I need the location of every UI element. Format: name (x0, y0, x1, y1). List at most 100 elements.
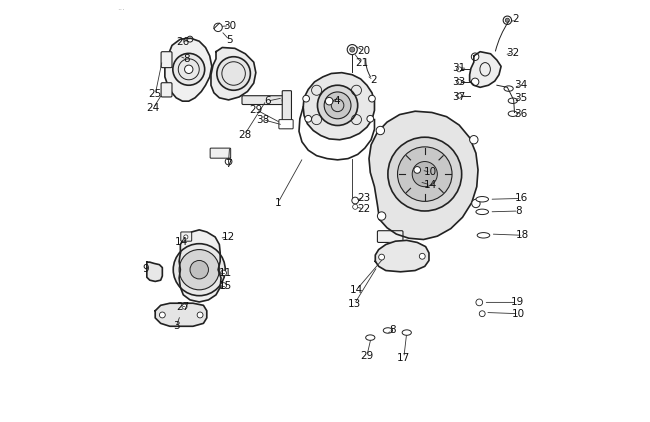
FancyBboxPatch shape (210, 148, 231, 158)
Text: 13: 13 (348, 299, 361, 309)
Text: 9: 9 (142, 264, 149, 274)
Circle shape (185, 65, 193, 73)
Circle shape (347, 45, 358, 54)
Circle shape (505, 18, 510, 22)
Text: 30: 30 (223, 21, 236, 31)
FancyBboxPatch shape (279, 119, 293, 129)
Text: 23: 23 (357, 192, 370, 203)
Polygon shape (470, 52, 501, 87)
Text: 2: 2 (370, 75, 376, 85)
Text: 14: 14 (350, 285, 363, 295)
Ellipse shape (508, 98, 517, 103)
FancyBboxPatch shape (181, 232, 192, 241)
Text: 15: 15 (218, 281, 232, 292)
Circle shape (174, 243, 226, 296)
Text: 11: 11 (218, 268, 232, 278)
Text: 20: 20 (357, 46, 370, 56)
Circle shape (471, 78, 479, 86)
Text: 38: 38 (256, 115, 270, 124)
Text: ...: ... (118, 3, 125, 13)
Ellipse shape (477, 233, 489, 238)
Text: 14: 14 (175, 237, 188, 247)
Circle shape (470, 135, 478, 144)
Circle shape (353, 204, 358, 209)
Polygon shape (179, 230, 221, 302)
Ellipse shape (384, 328, 393, 333)
Circle shape (326, 97, 333, 105)
Circle shape (472, 199, 480, 208)
Circle shape (214, 23, 222, 32)
Text: 25: 25 (149, 89, 162, 100)
Text: 3: 3 (173, 321, 179, 331)
Circle shape (378, 212, 386, 220)
Text: 31: 31 (452, 62, 465, 73)
Text: 37: 37 (452, 92, 465, 102)
Text: 2: 2 (512, 14, 519, 24)
Text: 8: 8 (183, 54, 190, 64)
Circle shape (303, 95, 309, 102)
Circle shape (305, 116, 311, 122)
Text: 8: 8 (389, 325, 395, 335)
Circle shape (179, 249, 219, 290)
Text: 26: 26 (177, 38, 190, 47)
Circle shape (182, 304, 187, 309)
FancyBboxPatch shape (161, 83, 172, 97)
Circle shape (367, 116, 374, 122)
Ellipse shape (504, 86, 514, 91)
Circle shape (173, 53, 205, 85)
Text: 19: 19 (510, 298, 524, 307)
Text: 34: 34 (515, 80, 528, 90)
Text: 29: 29 (360, 351, 374, 361)
FancyBboxPatch shape (161, 52, 172, 68)
Circle shape (190, 260, 209, 279)
Circle shape (476, 299, 483, 306)
Polygon shape (155, 303, 207, 326)
Polygon shape (303, 73, 374, 140)
Circle shape (184, 235, 188, 239)
Ellipse shape (508, 111, 517, 116)
Text: 21: 21 (356, 58, 369, 68)
Circle shape (388, 137, 462, 211)
Circle shape (412, 162, 437, 187)
Text: 8: 8 (515, 206, 522, 216)
Circle shape (226, 158, 232, 165)
Text: 10: 10 (424, 168, 437, 177)
Polygon shape (165, 38, 212, 101)
Circle shape (220, 283, 226, 289)
Circle shape (479, 311, 485, 316)
Text: 12: 12 (222, 232, 235, 242)
Circle shape (369, 95, 375, 102)
Text: 6: 6 (264, 96, 270, 106)
FancyBboxPatch shape (282, 91, 291, 128)
Circle shape (503, 16, 512, 24)
Text: 17: 17 (397, 353, 410, 363)
Circle shape (379, 254, 385, 260)
Text: 10: 10 (512, 309, 525, 319)
Circle shape (197, 312, 203, 318)
FancyBboxPatch shape (242, 96, 287, 105)
Ellipse shape (476, 197, 489, 202)
Polygon shape (147, 262, 162, 281)
Text: 22: 22 (357, 204, 370, 214)
Circle shape (419, 253, 425, 259)
Ellipse shape (402, 330, 411, 335)
Text: 4: 4 (333, 96, 340, 106)
Ellipse shape (366, 335, 375, 340)
Text: 24: 24 (146, 103, 160, 113)
Circle shape (398, 147, 452, 201)
Circle shape (317, 85, 358, 125)
Text: 32: 32 (506, 48, 519, 57)
Circle shape (350, 47, 355, 52)
Text: 14: 14 (424, 180, 437, 190)
Ellipse shape (476, 209, 489, 214)
Circle shape (457, 93, 462, 98)
Text: 27: 27 (177, 302, 190, 311)
Text: 16: 16 (515, 193, 528, 203)
Circle shape (457, 67, 462, 72)
Polygon shape (375, 241, 429, 272)
Circle shape (352, 197, 359, 204)
Circle shape (324, 92, 351, 119)
Circle shape (159, 312, 165, 318)
Text: 36: 36 (515, 109, 528, 119)
Text: 29: 29 (249, 105, 263, 114)
